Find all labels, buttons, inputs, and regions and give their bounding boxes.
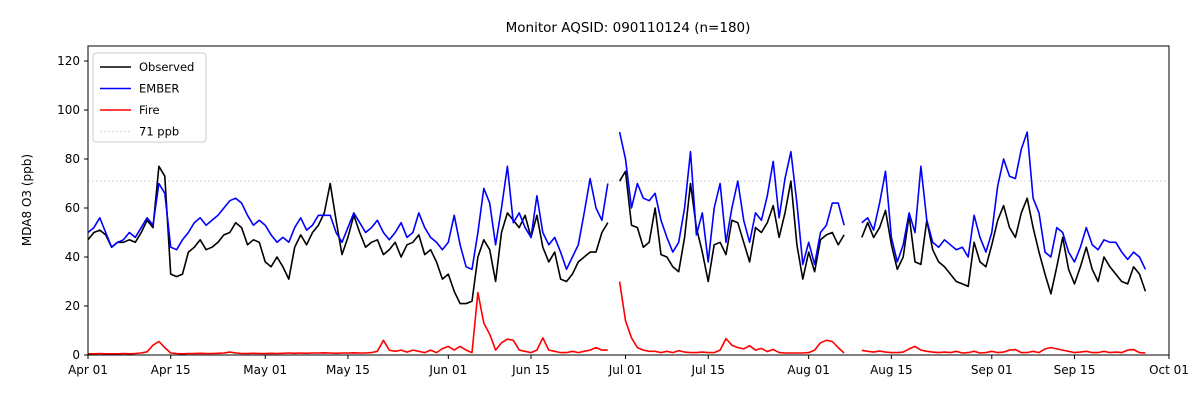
legend-box (92, 52, 207, 143)
data-series (87, 131, 1147, 355)
x-tick-label: Sep 01 (971, 363, 1013, 377)
x-tick-label: Jul 15 (690, 363, 725, 377)
x-tick-label: Apr 01 (68, 363, 108, 377)
x-tick-label: Apr 15 (151, 363, 191, 377)
x-tick-label: Sep 15 (1054, 363, 1096, 377)
y-tick-label: 60 (65, 201, 80, 215)
legend-label: Fire (139, 103, 160, 117)
y-axis-ticks: 0 20 40 60 80 100 120 (57, 54, 88, 362)
x-tick-label: Aug 01 (787, 363, 830, 377)
series-line-ember (87, 131, 1147, 271)
legend-label: Observed (139, 60, 194, 74)
y-tick-label: 100 (57, 103, 80, 117)
y-tick-label: 20 (65, 299, 80, 313)
x-tick-label: May 01 (243, 363, 287, 377)
x-axis-ticks: Apr 01 Apr 15 May 01 May 15 Jun 01 Jun 15 Jul … (68, 355, 1189, 377)
plot-area-border (87, 45, 1170, 356)
x-tick-label: May 15 (326, 363, 370, 377)
x-tick-label: Jun 15 (511, 363, 550, 377)
legend-label: 71 ppb (139, 125, 179, 139)
x-tick-label: Oct 01 (1149, 363, 1189, 377)
series-line-observed (87, 165, 1147, 305)
y-axis-label: MDA8 O3 (ppb) (20, 154, 34, 246)
y-tick-label: 0 (72, 348, 80, 362)
legend-label: EMBER (139, 82, 179, 96)
y-tick-label: 80 (65, 152, 80, 166)
y-tick-label: 40 (65, 250, 80, 264)
series-line-fire (88, 281, 1146, 355)
legend: Observed EMBER Fire 71 ppb (92, 52, 207, 143)
x-tick-label: Jun 01 (428, 363, 467, 377)
y-tick-label: 120 (57, 54, 80, 68)
x-tick-label: Aug 15 (870, 363, 913, 377)
x-tick-label: Jul 01 (608, 363, 643, 377)
chart-title: Monitor AQSID: 090110124 (n=180) (506, 20, 751, 36)
